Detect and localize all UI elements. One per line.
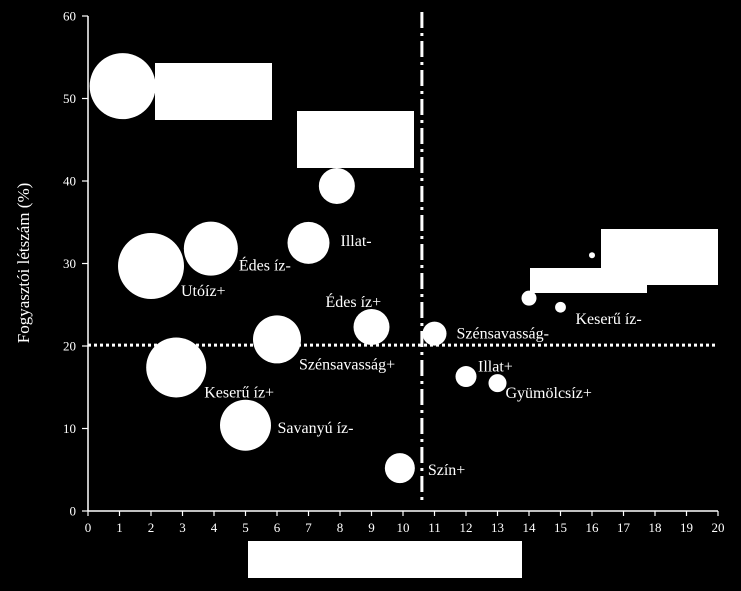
bubble-label: Illat-	[341, 233, 372, 250]
bubble	[589, 252, 595, 259]
y-tick-label: 30	[63, 256, 76, 271]
y-tick-label: 20	[63, 339, 76, 354]
bubble	[422, 321, 447, 346]
bubble	[318, 167, 355, 204]
bubble-label: Szénsavasság+	[299, 356, 395, 373]
redaction-box	[297, 111, 414, 168]
bubble	[455, 366, 477, 388]
x-axis-title-redaction	[248, 541, 522, 578]
bubble	[555, 301, 566, 313]
x-tick-label: 19	[680, 520, 693, 535]
bubble-label: Keserű íz-	[576, 311, 642, 328]
redaction-box	[530, 268, 647, 293]
y-tick-label: 10	[63, 421, 76, 436]
redaction-box	[155, 63, 272, 120]
bubble	[118, 232, 184, 299]
x-tick-label: 1	[116, 520, 123, 535]
bubble	[146, 337, 207, 398]
bubble-label: Édes íz-	[239, 256, 291, 275]
bubble-label: Édes íz+	[326, 292, 382, 311]
x-tick-label: 3	[179, 520, 186, 535]
x-tick-label: 8	[337, 520, 344, 535]
bubble	[488, 374, 507, 393]
bubble	[287, 221, 330, 264]
y-tick-label: 40	[63, 174, 76, 189]
x-tick-label: 5	[242, 520, 249, 535]
y-tick-label: 60	[63, 9, 76, 24]
x-tick-label: 20	[712, 520, 725, 535]
x-tick-label: 2	[148, 520, 155, 535]
bubble	[183, 221, 238, 276]
bubble-label: Szín+	[428, 462, 465, 479]
x-tick-label: 7	[305, 520, 312, 535]
bubble	[353, 309, 390, 346]
bubble-label: Illat+	[478, 359, 513, 376]
x-tick-label: 12	[460, 520, 473, 535]
bubble-label: Utóíz+	[181, 283, 226, 300]
x-tick-label: 14	[523, 520, 537, 535]
x-tick-label: 15	[554, 520, 567, 535]
x-tick-label: 11	[428, 520, 441, 535]
bubble	[89, 53, 156, 120]
x-tick-label: 9	[368, 520, 375, 535]
y-tick-label: 0	[70, 504, 77, 519]
bubble	[220, 399, 271, 451]
x-tick-label: 4	[211, 520, 218, 535]
bubble-label: Gyümölcsíz+	[506, 385, 592, 402]
y-axis-title: Fogyasztói létszám (%)	[14, 183, 33, 344]
bubble	[253, 315, 301, 364]
bubble	[384, 453, 415, 484]
bubble-label: Savanyú íz-	[278, 420, 354, 437]
bubble-label: Szénsavasság-	[457, 326, 549, 343]
x-tick-label: 18	[649, 520, 662, 535]
bubble	[521, 290, 537, 306]
x-tick-label: 16	[586, 520, 600, 535]
x-tick-label: 17	[617, 520, 631, 535]
x-tick-label: 13	[491, 520, 504, 535]
x-tick-label: 6	[274, 520, 281, 535]
x-tick-label: 10	[397, 520, 410, 535]
y-tick-label: 50	[63, 91, 76, 106]
bubble-label: Keserű íz+	[204, 384, 274, 401]
x-tick-label: 0	[85, 520, 92, 535]
